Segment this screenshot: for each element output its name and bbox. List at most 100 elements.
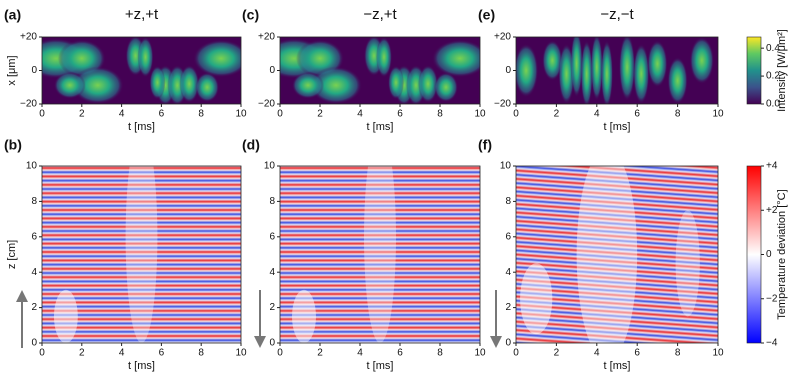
x-tick-label: 2	[79, 348, 85, 359]
x-tick-label: 4	[119, 348, 125, 359]
plot-frame	[279, 165, 481, 344]
intensity-blob	[71, 66, 124, 104]
x-tick-label: 0	[39, 348, 45, 359]
y-tick-label: 8	[269, 196, 275, 207]
colorbar-tick-label: 0.4	[766, 43, 780, 54]
y-tick-label: 8	[31, 196, 37, 207]
x-tick-label: 0	[513, 109, 519, 120]
intensity-blob	[376, 37, 392, 78]
heatmap	[516, 166, 718, 343]
x-axis-label: t [ms]	[604, 121, 631, 133]
y-axis-label: z [cm]	[6, 240, 18, 269]
panel-title: −z,+t	[363, 6, 397, 23]
x-tick-label: 10	[712, 109, 724, 120]
y-tick-label: 0	[31, 65, 37, 76]
y-tick-label: 4	[505, 267, 511, 278]
intensity-blob	[292, 71, 324, 99]
intensity-blob	[434, 72, 458, 102]
colorbar-tick-label: +2	[766, 205, 778, 216]
panel-label: (d)	[242, 137, 260, 153]
y-tick-label: 0	[269, 338, 275, 349]
intensity-blob	[516, 43, 539, 98]
x-axis-label: t [ms]	[128, 121, 155, 133]
y-tick-label: +20	[494, 32, 511, 43]
x-tick-label: 4	[357, 109, 363, 120]
arrows	[16, 290, 502, 348]
colorbar	[746, 165, 762, 344]
heatmap	[42, 37, 241, 104]
x-tick-label: 8	[198, 109, 204, 120]
y-tick-label: 10	[500, 161, 512, 172]
y-tick-label: 0	[31, 338, 37, 349]
y-tick-label: 2	[505, 302, 511, 313]
heatmap	[280, 37, 480, 104]
x-tick-label: 4	[357, 348, 363, 359]
intensity-blob	[580, 40, 593, 104]
intensity-blob	[193, 39, 241, 78]
panel-label: (b)	[4, 137, 22, 153]
x-tick-label: 8	[198, 348, 204, 359]
y-tick-label: 0	[505, 338, 511, 349]
x-tick-label: 2	[554, 348, 560, 359]
y-tick-label: 2	[269, 302, 275, 313]
intensity-blob	[600, 40, 613, 104]
y-tick-label: 6	[505, 231, 511, 242]
x-tick-label: 8	[675, 348, 681, 359]
colorbar-tick-label: 0	[766, 249, 772, 260]
x-tick-label: 6	[634, 348, 640, 359]
intensity-blob	[647, 40, 668, 88]
x-tick-label: 0	[277, 109, 283, 120]
x-tick-label: 6	[634, 109, 640, 120]
y-tick-label: 6	[269, 231, 275, 242]
x-tick-label: 4	[594, 348, 600, 359]
intensity-blob	[570, 37, 583, 98]
y-tick-label: 8	[505, 196, 511, 207]
intensity-blob	[558, 43, 575, 104]
intensity-blob	[149, 65, 166, 100]
x-tick-label: 10	[235, 348, 247, 359]
intensity-blob	[310, 66, 362, 104]
x-tick-label: 2	[554, 109, 560, 120]
intensity-blob	[432, 39, 480, 78]
colorbar-label: Intensity [W/μm²]	[776, 29, 788, 112]
intensity-blob	[388, 65, 404, 100]
panel-label: (f)	[478, 137, 492, 153]
heatmap	[280, 166, 480, 343]
y-tick-label: −20	[20, 99, 37, 110]
y-tick-label: 2	[31, 302, 37, 313]
x-tick-label: 2	[79, 109, 85, 120]
intensity-blob	[542, 40, 563, 81]
x-tick-label: 2	[317, 348, 323, 359]
x-tick-label: 6	[397, 109, 403, 120]
intensity-blob	[137, 37, 154, 78]
intensity-blob	[590, 37, 603, 101]
y-tick-label: 0	[269, 65, 275, 76]
panel-title: −z,−t	[600, 6, 634, 23]
y-tick-label: 4	[269, 267, 275, 278]
x-axis-label: t [ms]	[128, 360, 155, 372]
panel-label: (c)	[242, 7, 259, 23]
x-tick-label: 0	[513, 348, 519, 359]
disruption	[675, 210, 700, 317]
x-tick-label: 4	[119, 109, 125, 120]
y-tick-label: 4	[31, 267, 37, 278]
panel-label: (e)	[478, 7, 495, 23]
disruption	[364, 166, 396, 343]
panel-label: (a)	[4, 7, 21, 23]
x-tick-label: 0	[39, 109, 45, 120]
colorbar-tick-label: 0.0	[766, 99, 780, 110]
heatmap	[42, 166, 241, 343]
y-tick-label: 0	[505, 65, 511, 76]
x-tick-label: 4	[594, 109, 600, 120]
x-tick-label: 0	[277, 348, 283, 359]
intensity-blob	[667, 57, 688, 104]
colorbar-tick-label: −2	[766, 293, 778, 304]
x-axis-label: t [ms]	[367, 121, 394, 133]
x-tick-label: 8	[437, 109, 443, 120]
colorbar-tick-label: +4	[766, 161, 778, 172]
x-axis-label: t [ms]	[604, 360, 631, 372]
heatmap	[516, 37, 718, 104]
x-tick-label: 2	[317, 109, 323, 120]
